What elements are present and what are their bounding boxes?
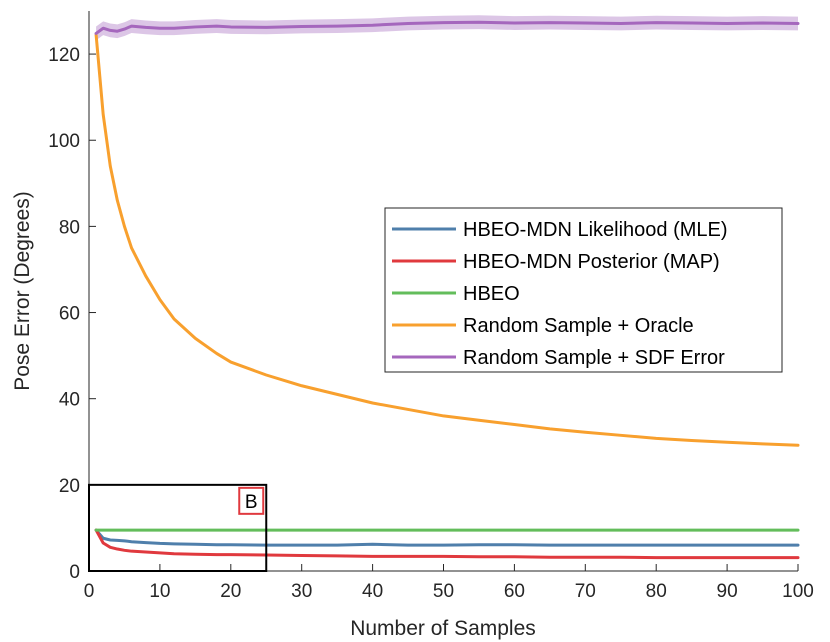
x-tick-label: 20 <box>220 581 241 602</box>
x-axis-label: Number of Samples <box>350 617 536 640</box>
x-tick-label: 80 <box>646 581 667 602</box>
y-axis-label: Pose Error (Degrees) <box>11 191 34 391</box>
legend-label: HBEO-MDN Posterior (MAP) <box>463 251 720 273</box>
x-tick-label: 100 <box>782 581 814 602</box>
zoom-region-label-box <box>238 486 265 515</box>
x-tick-label: 30 <box>291 581 312 602</box>
x-tick-label: 60 <box>504 581 525 602</box>
zoom-region-annotation: B <box>88 483 268 573</box>
series-line <box>94 20 800 35</box>
y-tick-label: 0 <box>69 562 80 583</box>
zoom-region-label: B <box>245 492 258 513</box>
zoom-region-box <box>88 483 268 573</box>
x-tick-label: 90 <box>717 581 738 602</box>
series-confidence-band <box>96 15 799 41</box>
legend-label: HBEO <box>463 283 520 305</box>
y-ticks: 0 20 40 60 80 100 120 <box>48 45 96 583</box>
y-tick-label: 20 <box>59 476 80 497</box>
legend-label: Random Sample + SDF Error <box>463 347 725 369</box>
series-line <box>94 528 800 547</box>
y-tick-label: 40 <box>59 390 80 411</box>
series-line <box>94 528 800 560</box>
series-layer <box>94 20 800 560</box>
x-tick-label: 10 <box>149 581 170 602</box>
x-tick-label: 40 <box>362 581 383 602</box>
legend-label: HBEO-MDN Likelihood (MLE) <box>463 219 728 241</box>
y-tick-label: 80 <box>59 217 80 238</box>
y-tick-label: 120 <box>48 45 80 66</box>
x-tick-label: 50 <box>433 581 454 602</box>
y-tick-label: 60 <box>59 304 80 325</box>
x-ticks: 0 10 20 30 40 50 60 70 80 90 100 <box>84 564 814 602</box>
x-tick-label: 70 <box>575 581 596 602</box>
y-tick-label: 100 <box>48 131 80 152</box>
confidence-bands <box>96 15 799 41</box>
series-line <box>94 33 800 447</box>
legend-box <box>384 207 783 373</box>
x-tick-label: 0 <box>84 581 95 602</box>
legend: HBEO-MDN Likelihood (MLE) HBEO-MDN Poster… <box>384 207 783 373</box>
legend-label: Random Sample + Oracle <box>463 315 694 337</box>
